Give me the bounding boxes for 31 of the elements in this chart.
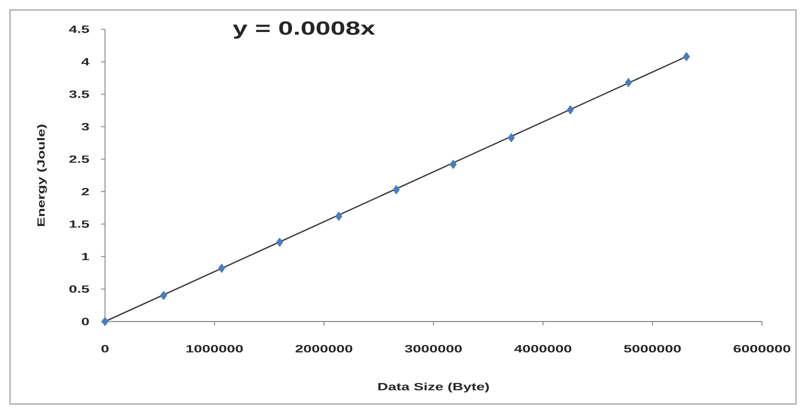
y-tick-label: 4.5 bbox=[69, 26, 90, 33]
point bbox=[101, 316, 109, 326]
x-tick-label: 2000000 bbox=[296, 345, 352, 352]
x-tick-label: 1000000 bbox=[186, 345, 243, 352]
point bbox=[392, 184, 400, 194]
y-tick-label: 4 bbox=[81, 58, 90, 66]
y-tick-label: 0 bbox=[82, 318, 89, 326]
x-tick-label: 4000000 bbox=[514, 345, 572, 352]
y-tick-label: 2.5 bbox=[69, 155, 90, 163]
point bbox=[624, 78, 632, 88]
x-tick-label: 6000000 bbox=[734, 345, 790, 352]
y-tick-label: 3 bbox=[82, 122, 89, 130]
point bbox=[276, 238, 284, 247]
point bbox=[335, 212, 342, 222]
point bbox=[218, 264, 226, 273]
point bbox=[508, 133, 515, 142]
y-tick-label: 2 bbox=[82, 188, 89, 196]
y-tick-label: 1.5 bbox=[70, 220, 90, 228]
x-tick-label: 5000000 bbox=[624, 345, 681, 352]
x-axis-title: Data Size (Byte) bbox=[378, 382, 489, 392]
annotation: y = 0.0008x bbox=[232, 21, 376, 39]
point bbox=[682, 52, 690, 62]
y-tick-label: 1 bbox=[82, 252, 90, 260]
point bbox=[566, 105, 574, 115]
y-axis-title: Energy (Joule) bbox=[37, 124, 47, 226]
y-tick-label: 0.5 bbox=[69, 285, 90, 293]
y-tick-label: 3.5 bbox=[69, 90, 90, 98]
point bbox=[160, 290, 168, 300]
x-tick-label: 3000000 bbox=[404, 345, 462, 352]
point bbox=[450, 160, 457, 170]
x-tick-label: 0 bbox=[101, 345, 109, 352]
